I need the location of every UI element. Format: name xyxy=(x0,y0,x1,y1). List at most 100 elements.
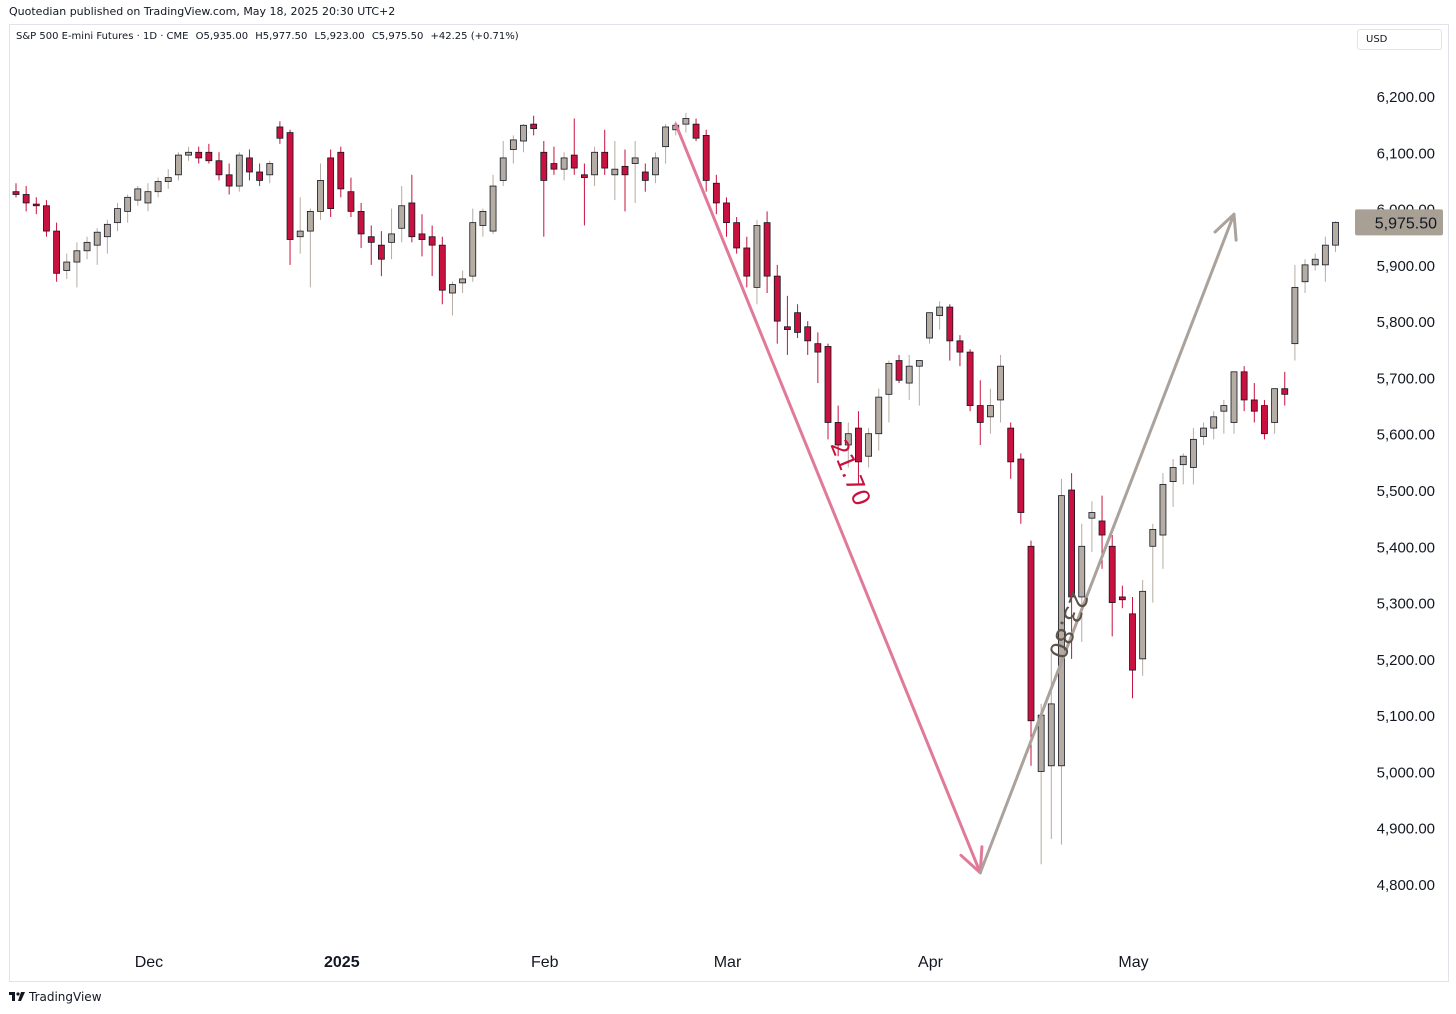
candle-body xyxy=(946,306,954,342)
candle-body xyxy=(773,275,781,322)
candle-body xyxy=(1058,495,1065,767)
candle-body xyxy=(1210,416,1218,429)
candle-body xyxy=(1078,545,1086,598)
candle-body xyxy=(1321,244,1329,266)
candle-body xyxy=(1240,371,1248,401)
y-tick-label: 4,800.00 xyxy=(1377,877,1435,894)
candle-body xyxy=(246,157,253,173)
candle-body xyxy=(449,284,456,294)
candle-body xyxy=(63,261,71,271)
candle-body xyxy=(581,174,588,179)
candle-body xyxy=(388,233,395,243)
last-price-badge xyxy=(1355,209,1443,236)
candle-body xyxy=(855,427,862,463)
ohlc-close: C5,975.50 xyxy=(371,31,424,42)
candle-body xyxy=(926,312,933,339)
tradingview-logo-icon xyxy=(9,992,25,1001)
candle-body xyxy=(1200,427,1207,437)
candle-body xyxy=(1291,286,1299,345)
ohlc-open: O5,935.00 xyxy=(195,31,249,42)
x-tick-label: Dec xyxy=(135,954,163,971)
candle-body xyxy=(743,247,751,277)
candle-body xyxy=(723,202,730,224)
candle-body xyxy=(347,191,355,212)
candle-body xyxy=(134,188,142,201)
candle-body xyxy=(550,163,558,170)
candle-body xyxy=(1230,371,1238,423)
candle-body xyxy=(1068,489,1075,598)
candle-body xyxy=(428,236,436,246)
time-axis: Dec 2025 Feb Mar Apr May xyxy=(135,954,1149,971)
y-tick-label: 5,800.00 xyxy=(1377,314,1435,331)
candle-body xyxy=(1220,405,1228,412)
x-tick-label: Feb xyxy=(531,954,559,971)
candle-body xyxy=(1250,399,1258,412)
y-tick-label: 6,200.00 xyxy=(1377,89,1435,106)
candle-body xyxy=(1332,221,1339,246)
candle-body xyxy=(1149,529,1157,547)
candle-body xyxy=(489,185,497,232)
candle-body xyxy=(1047,703,1055,767)
candle-body xyxy=(408,202,416,238)
candle-body xyxy=(733,222,741,249)
last-price-label: 5,975.50 xyxy=(1375,215,1437,232)
candle-body xyxy=(702,134,710,181)
ohlc-high: H5,977.50 xyxy=(255,31,308,42)
measure-arrow-head xyxy=(1213,212,1238,242)
candle-body xyxy=(875,396,883,435)
candle-body xyxy=(1311,258,1319,266)
candle-body xyxy=(377,244,385,260)
candle-body xyxy=(357,210,365,235)
symbol-name: S&P 500 E-mini Futures · 1D · CME xyxy=(16,31,189,42)
candle-body xyxy=(915,360,923,367)
candle-body xyxy=(306,210,314,232)
candle-body xyxy=(73,250,81,263)
candle-body xyxy=(32,203,40,207)
y-tick-label: 5,400.00 xyxy=(1377,539,1435,556)
candle-body xyxy=(1190,438,1197,468)
candle-body xyxy=(266,163,274,176)
candle-body xyxy=(966,351,974,406)
x-tick-label: 2025 xyxy=(324,954,360,971)
candle-body xyxy=(215,160,223,176)
candle-body xyxy=(794,312,801,333)
candle-body xyxy=(1301,264,1309,283)
candle-body xyxy=(205,151,213,162)
candle-body xyxy=(22,194,30,204)
candle-body xyxy=(652,157,659,176)
candle-body xyxy=(520,124,527,142)
y-tick-label: 5,000.00 xyxy=(1377,764,1435,781)
candle-body xyxy=(499,157,507,181)
candle-body xyxy=(814,343,822,353)
price-axis: 4,800.00 4,900.00 5,000.00 5,100.00 5,200.00… xyxy=(1355,89,1443,894)
candle-body xyxy=(844,433,852,446)
candle-body xyxy=(286,132,294,240)
y-tick-label: 5,700.00 xyxy=(1377,370,1435,387)
y-tick-label: 5,200.00 xyxy=(1377,652,1435,669)
candle-body xyxy=(1169,467,1177,482)
currency-button[interactable]: USD xyxy=(1357,29,1442,50)
candle-body xyxy=(570,154,578,169)
candle-body xyxy=(154,181,162,193)
candle-body xyxy=(1118,596,1126,601)
x-tick-label: May xyxy=(1118,954,1148,971)
x-tick-label: Mar xyxy=(714,954,742,971)
candle-body xyxy=(905,365,913,384)
candle-body xyxy=(93,231,101,246)
y-tick-label: 5,900.00 xyxy=(1377,258,1435,275)
candle-body xyxy=(1098,520,1106,536)
candle-body xyxy=(53,230,60,274)
candle-body xyxy=(509,139,517,150)
y-tick-label: 5,500.00 xyxy=(1377,483,1435,500)
candle-body xyxy=(327,157,335,209)
candle-body xyxy=(1129,613,1136,671)
candle-body xyxy=(1027,545,1035,722)
footer-brand: TradingView xyxy=(9,990,102,1004)
candle-body xyxy=(895,360,903,381)
candle-body xyxy=(682,118,690,125)
candle-body xyxy=(1159,483,1167,536)
candle-body xyxy=(317,180,324,212)
wicks-layer xyxy=(15,112,1336,865)
candle-body xyxy=(83,241,91,252)
